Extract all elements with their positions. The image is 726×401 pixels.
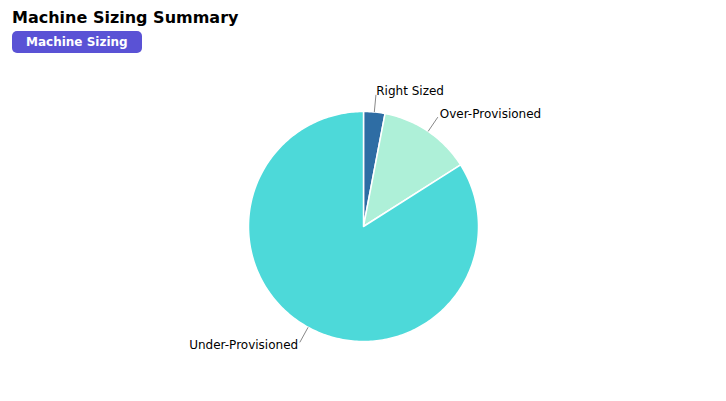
html-text:Machine Sizing: Machine Sizing: [26, 35, 128, 49]
svg-text:Over-Provisioned: Over-Provisioned: [440, 107, 541, 121]
html-text:Machine Sizing Summary: Machine Sizing Summary: [12, 8, 239, 27]
svg-text:Under-Provisioned: Under-Provisioned: [189, 338, 298, 352]
svg-text:Right Sized: Right Sized: [376, 84, 444, 98]
